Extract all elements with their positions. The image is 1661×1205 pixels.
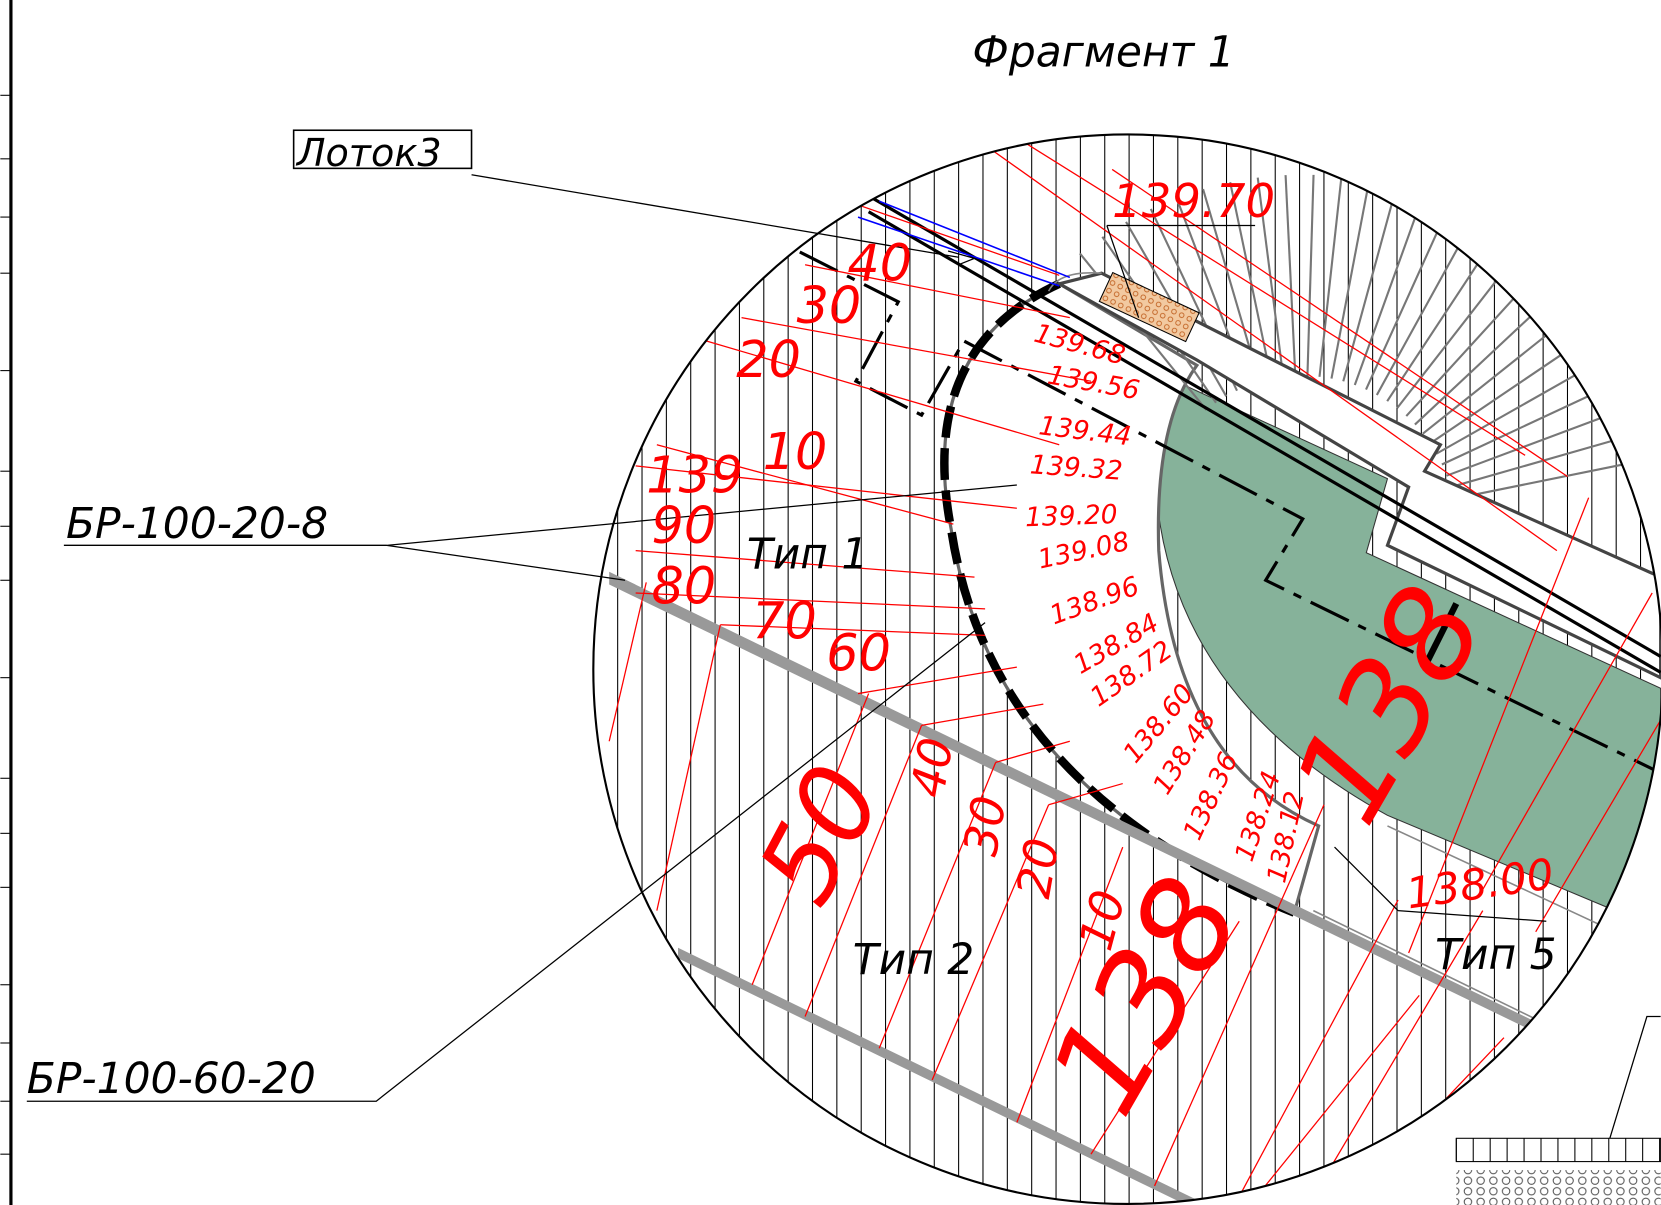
contour-line xyxy=(1090,920,1240,1155)
contour-line xyxy=(656,624,721,911)
step-line xyxy=(1441,378,1625,466)
leaders xyxy=(26,174,1661,1139)
lotok-lines xyxy=(867,194,1661,674)
callout-label: БР-100-20-8 xyxy=(66,499,328,548)
contour-line xyxy=(1408,497,1590,954)
contour-line xyxy=(635,592,986,610)
contour-line xyxy=(1016,137,1526,456)
contour-label: 80 xyxy=(652,557,717,616)
contour-line xyxy=(1111,168,1568,478)
contour-line xyxy=(635,465,1017,509)
contour-line xyxy=(974,137,1558,552)
step-line xyxy=(1229,182,1273,380)
drain xyxy=(1098,271,1200,343)
step-elevation: 139.20 xyxy=(1024,499,1118,533)
section-detail xyxy=(1455,1137,1661,1205)
type-label: Тип 5 xyxy=(1435,930,1556,979)
elevation-label: 139.70 xyxy=(1112,174,1275,228)
step-line xyxy=(1353,195,1424,386)
step-line xyxy=(1375,218,1475,396)
step-line xyxy=(1365,205,1450,390)
contour-line xyxy=(608,582,647,742)
contour-line xyxy=(804,264,1070,319)
step-line xyxy=(1306,174,1315,377)
contour-line xyxy=(995,740,1070,764)
contour-line xyxy=(1249,994,1420,1204)
contour-line xyxy=(1482,592,1653,890)
contour-line xyxy=(857,666,1017,695)
type-label: Тип 1 xyxy=(747,530,868,579)
step-line xyxy=(1318,176,1343,377)
contour-line xyxy=(804,725,923,1017)
step-line xyxy=(1284,175,1297,377)
contour-label: 10 xyxy=(763,422,828,481)
step-line xyxy=(1446,404,1636,477)
callout-label: Лоток3 xyxy=(295,131,442,175)
step-line xyxy=(1256,177,1285,378)
contour-label: 20 xyxy=(736,330,801,389)
contour-label: 139 xyxy=(646,445,743,504)
step-line xyxy=(1453,457,1651,500)
contour-line xyxy=(1312,910,1484,1197)
contour-label: 30 xyxy=(797,276,862,335)
elevation-label: 138.00 xyxy=(1403,849,1557,918)
contour-line xyxy=(656,444,954,525)
contour-line xyxy=(931,804,1050,1081)
step-line xyxy=(1342,186,1398,382)
callout-label: БР-100-60-20 xyxy=(27,1054,316,1103)
step-line xyxy=(1435,353,1612,455)
contour-label: 50 xyxy=(734,746,906,923)
title: Фрагмент 1 xyxy=(972,28,1234,77)
contour-label: 40 xyxy=(847,234,912,293)
contour-line xyxy=(921,703,1044,726)
contour-line xyxy=(699,338,1060,446)
contour-line xyxy=(1048,782,1123,806)
contour-line xyxy=(751,693,870,985)
contour-line xyxy=(1535,719,1661,933)
frame xyxy=(0,0,13,1205)
fragment-circle xyxy=(592,133,1661,1205)
contour-line xyxy=(1238,899,1399,1197)
step-line xyxy=(1330,180,1371,379)
contour-line xyxy=(720,624,986,636)
contour-line xyxy=(847,200,1060,276)
contour-label: 30 xyxy=(953,792,1016,860)
label-box xyxy=(292,129,473,170)
band-lower xyxy=(609,571,1536,1033)
contour-line xyxy=(878,762,997,1049)
contour-line xyxy=(741,317,1092,382)
contour-line xyxy=(1153,804,1325,1187)
contour-line xyxy=(635,549,975,578)
contour-line xyxy=(1016,846,1124,1123)
contour-label: 90 xyxy=(652,496,717,555)
type-label: Тип 2 xyxy=(853,935,974,984)
step-elevation: 139.32 xyxy=(1029,449,1124,486)
contour-label: 40 xyxy=(900,734,963,802)
contour-label: 20 xyxy=(1006,834,1069,902)
contour-label: 70 xyxy=(752,592,817,651)
contour-label: 60 xyxy=(826,623,891,682)
